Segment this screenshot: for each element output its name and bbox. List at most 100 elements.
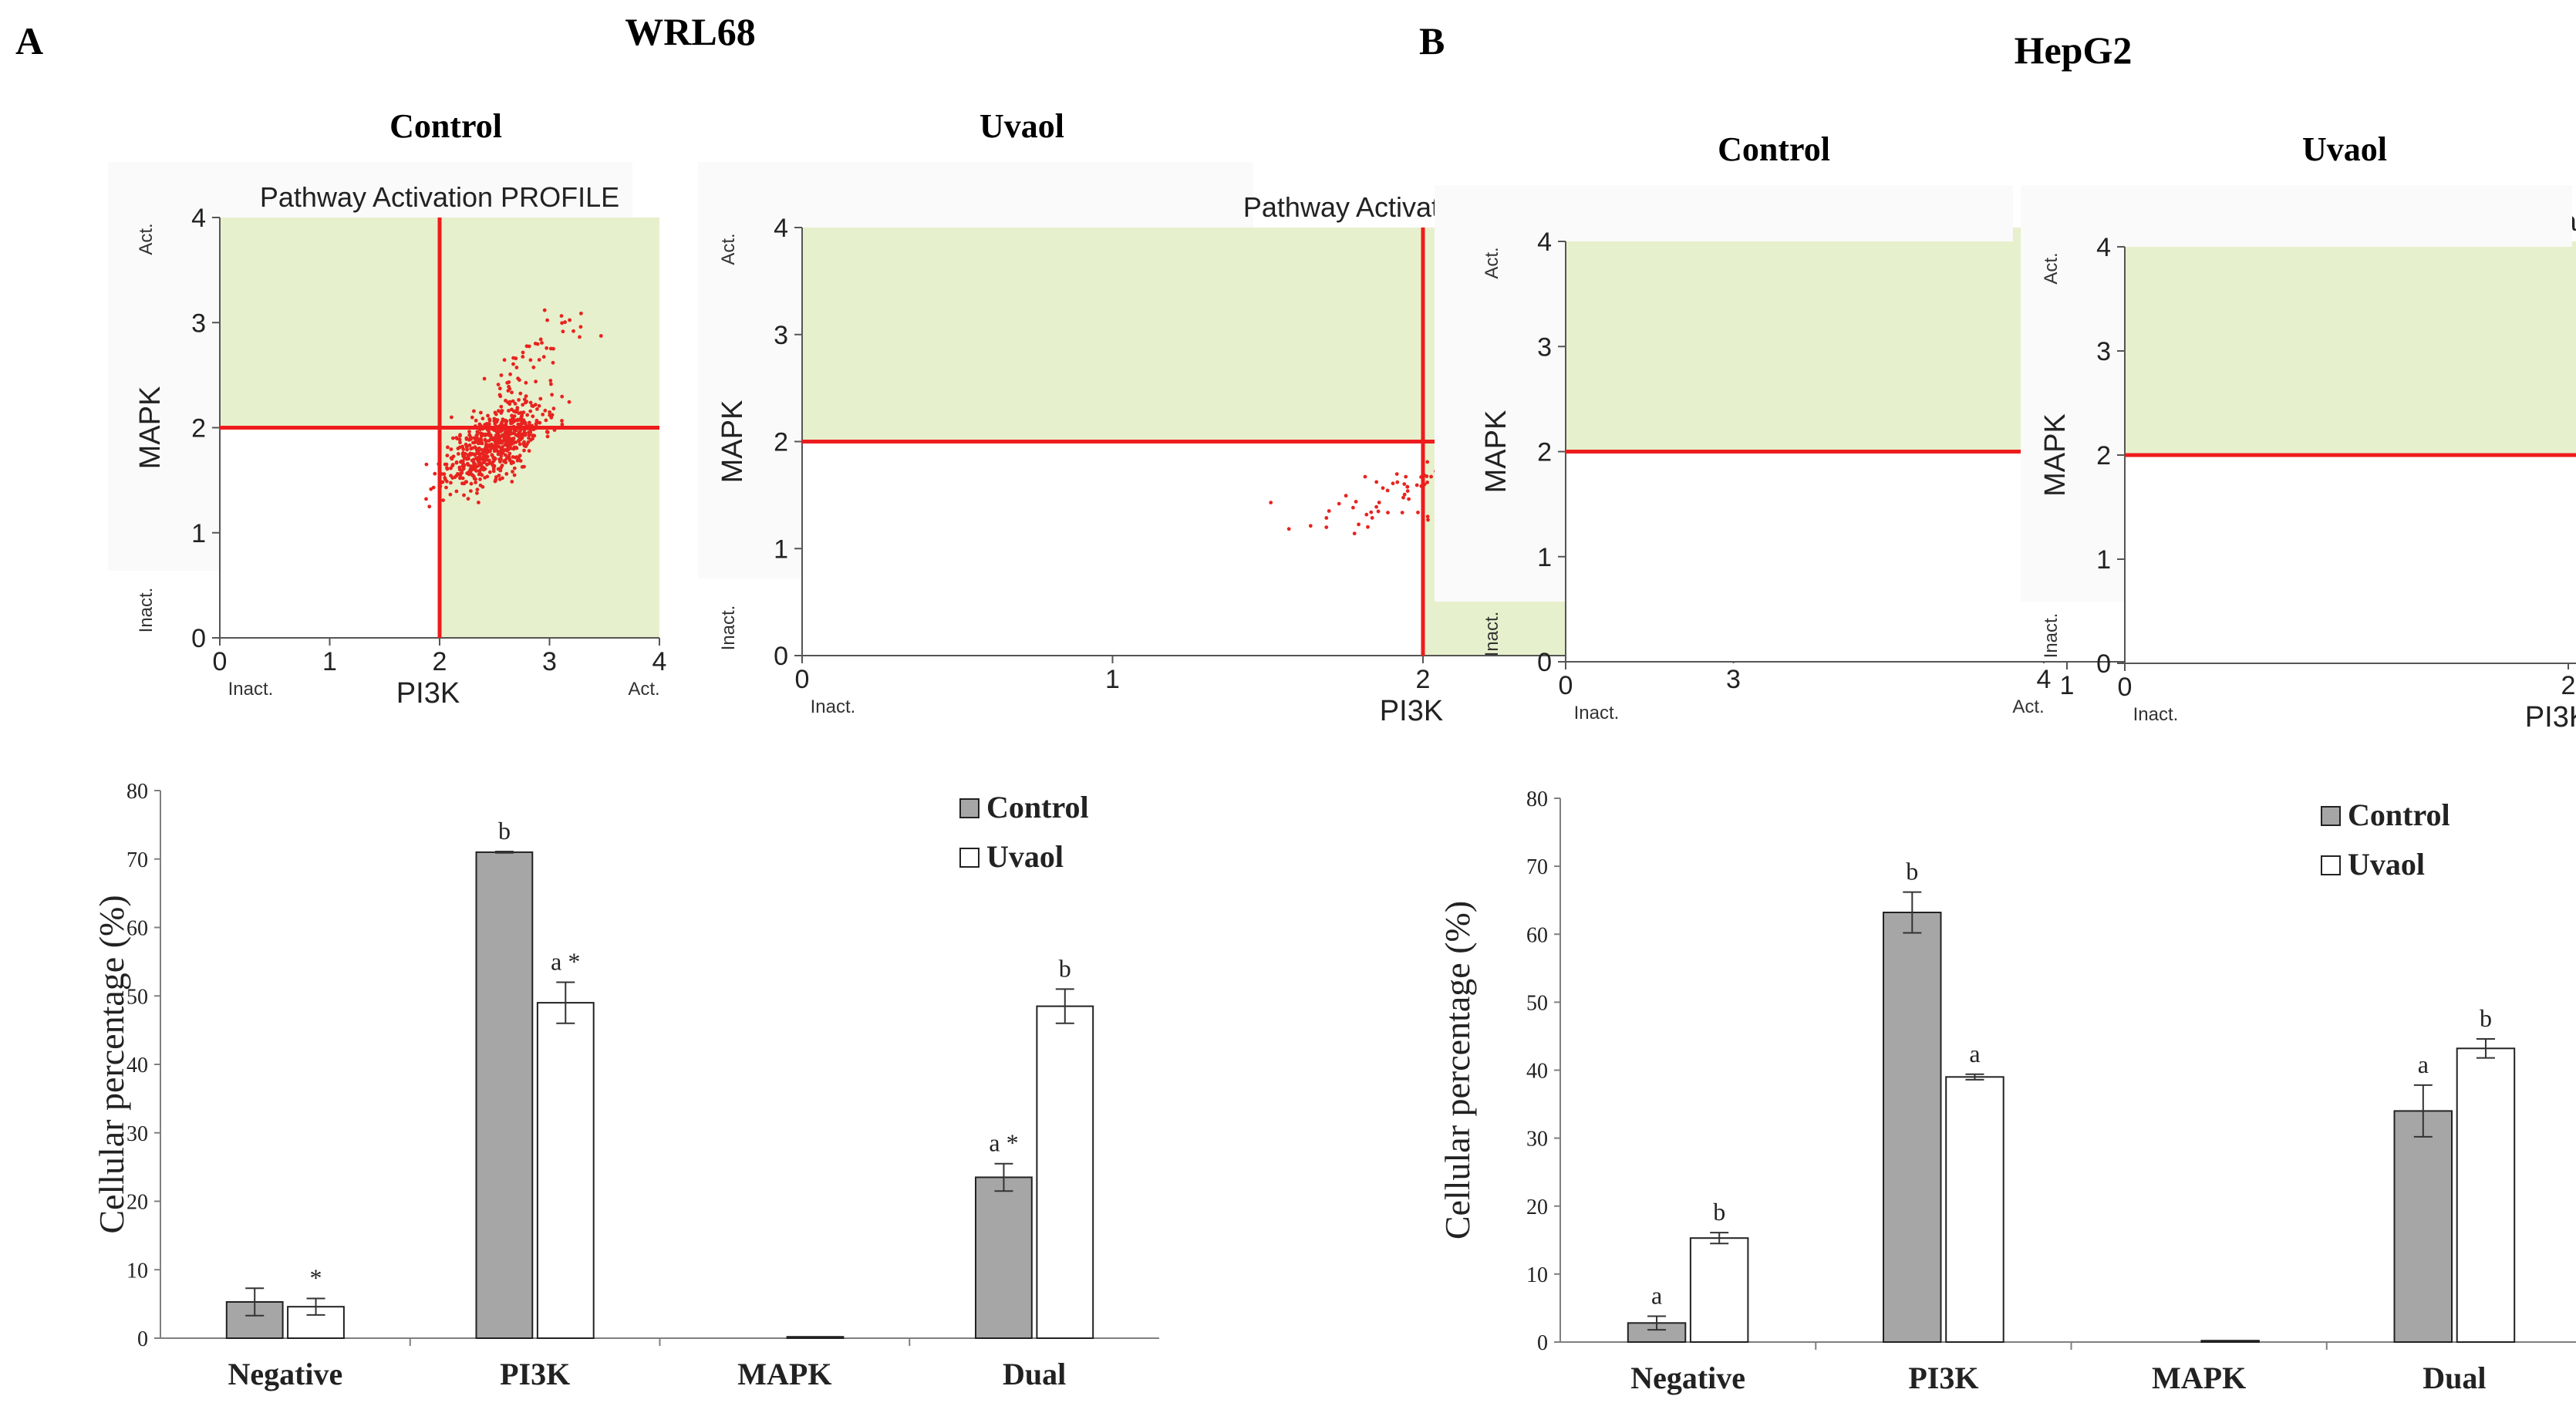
data-point bbox=[424, 462, 429, 467]
bar-y-tick-label: 10 bbox=[1526, 1263, 1548, 1287]
category-label: Negative bbox=[1630, 1361, 1745, 1395]
data-point bbox=[487, 422, 491, 426]
bar-y-tick-label: 60 bbox=[1526, 923, 1548, 947]
data-point bbox=[496, 432, 501, 437]
data-point bbox=[516, 422, 521, 427]
x-axis-label: PI3K bbox=[2525, 701, 2576, 733]
data-point bbox=[550, 393, 554, 397]
y-tick-label: 0 bbox=[774, 642, 788, 671]
data-point bbox=[514, 366, 519, 369]
data-point bbox=[1407, 497, 1411, 501]
data-point bbox=[477, 454, 482, 457]
data-point bbox=[534, 379, 538, 384]
category-label: Negative bbox=[228, 1357, 342, 1391]
y-tick-label: 1 bbox=[2096, 545, 2111, 575]
data-point bbox=[1386, 511, 1390, 514]
data-point bbox=[563, 320, 567, 325]
data-point bbox=[567, 400, 572, 404]
bar-y-axis-label: Cellular percentage (%) bbox=[92, 895, 131, 1233]
data-point bbox=[518, 454, 522, 458]
data-point bbox=[524, 400, 528, 405]
y-tick-label: 4 bbox=[1537, 228, 1552, 257]
x-inactive-label: Inact. bbox=[811, 696, 856, 717]
data-point bbox=[1370, 516, 1374, 520]
y-axis-label: MAPK bbox=[134, 386, 167, 470]
data-point bbox=[1425, 474, 1429, 478]
data-point bbox=[459, 459, 464, 464]
data-point bbox=[460, 452, 465, 457]
data-point bbox=[535, 420, 540, 425]
data-point bbox=[488, 444, 492, 448]
data-point bbox=[537, 403, 541, 408]
bar-y-tick-label: 40 bbox=[1526, 1060, 1548, 1084]
y-tick-label: 4 bbox=[2096, 233, 2111, 262]
x-axis-label: PI3K bbox=[1380, 695, 1443, 727]
data-point bbox=[494, 475, 498, 479]
legend-swatch-uvaol bbox=[2321, 855, 2341, 875]
data-point bbox=[482, 376, 487, 381]
y-tick-label: 4 bbox=[191, 204, 206, 233]
y-active-label: Act. bbox=[1482, 247, 1502, 278]
data-point bbox=[460, 464, 465, 468]
data-point bbox=[520, 436, 524, 440]
significance-label: a * bbox=[989, 1129, 1018, 1157]
data-point bbox=[460, 481, 464, 486]
bar-y-tick-label: 20 bbox=[126, 1191, 148, 1215]
bar-y-axis-label: Cellular percentage (%) bbox=[1438, 901, 1477, 1239]
legend-label-uvaol: Uvaol bbox=[2348, 847, 2425, 882]
bar-y-tick-label: 30 bbox=[1526, 1128, 1548, 1152]
data-point bbox=[445, 454, 450, 457]
data-point bbox=[548, 410, 551, 414]
data-point bbox=[462, 493, 466, 497]
data-point bbox=[1376, 509, 1381, 514]
data-point bbox=[526, 440, 531, 444]
data-point bbox=[467, 430, 471, 434]
y-tick-label: 0 bbox=[191, 624, 206, 653]
data-point bbox=[427, 504, 432, 509]
data-point bbox=[497, 439, 501, 443]
x-inactive-label: Inact. bbox=[228, 679, 274, 700]
data-point bbox=[504, 472, 509, 476]
data-point bbox=[496, 383, 501, 386]
data-point bbox=[579, 312, 583, 315]
data-point bbox=[449, 447, 453, 451]
y-inactive-label: Inact. bbox=[1482, 612, 1502, 657]
y-inactive-label: Inact. bbox=[2041, 613, 2062, 659]
data-point bbox=[511, 362, 515, 366]
data-point bbox=[479, 410, 483, 415]
data-point bbox=[1374, 504, 1378, 509]
data-point bbox=[458, 433, 462, 438]
data-point bbox=[524, 444, 528, 449]
data-point bbox=[532, 433, 537, 438]
data-point bbox=[469, 489, 473, 493]
data-point bbox=[560, 321, 564, 325]
data-point bbox=[482, 460, 487, 464]
y-tick-label: 3 bbox=[774, 321, 788, 350]
data-point bbox=[454, 489, 459, 494]
data-point bbox=[520, 413, 524, 418]
data-point bbox=[450, 476, 455, 480]
data-point bbox=[475, 491, 479, 495]
significance-label: b bbox=[2480, 1004, 2492, 1032]
data-point bbox=[500, 409, 504, 413]
x-active-label: Act. bbox=[628, 679, 659, 700]
scatter-plot-hepg2-uvaol: Pathway Activation PROFILE0123401234PI3K… bbox=[2021, 185, 2576, 725]
data-point bbox=[530, 403, 534, 408]
category-label: Dual bbox=[2423, 1361, 2486, 1395]
data-point bbox=[1405, 484, 1410, 489]
y-active-label: Act. bbox=[718, 233, 739, 265]
data-point bbox=[518, 432, 523, 436]
data-point bbox=[543, 408, 548, 413]
y-tick-label: 0 bbox=[2096, 649, 2111, 679]
significance-label: a bbox=[1651, 1282, 1662, 1310]
data-point bbox=[499, 422, 504, 426]
data-point bbox=[511, 399, 515, 403]
data-point bbox=[524, 380, 528, 385]
data-point bbox=[545, 434, 550, 439]
bar-y-tick-label: 30 bbox=[126, 1122, 148, 1146]
data-point bbox=[541, 413, 545, 416]
y-tick-label: 3 bbox=[1537, 332, 1552, 362]
data-point bbox=[472, 452, 477, 457]
panel-b-control-heading: Control bbox=[1718, 130, 1830, 168]
data-point bbox=[1374, 480, 1379, 484]
